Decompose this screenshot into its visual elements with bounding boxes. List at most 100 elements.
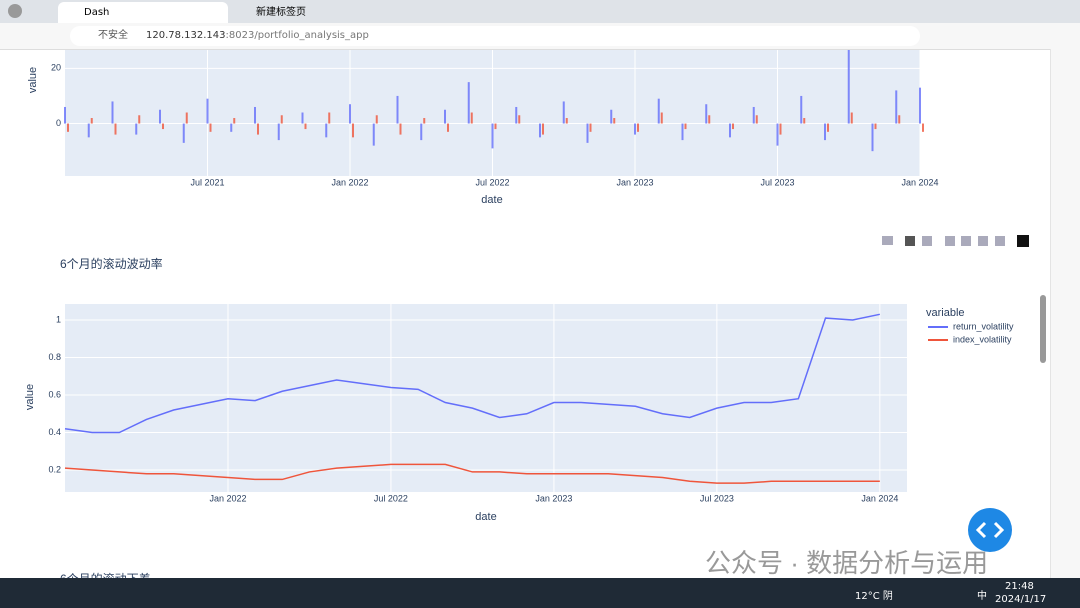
bar	[182, 123, 185, 143]
bar	[776, 123, 779, 146]
bar	[420, 123, 423, 141]
bar	[660, 112, 663, 124]
bar	[162, 123, 164, 130]
y-tick-label: 0.6	[48, 389, 61, 399]
security: 不安全	[98, 30, 128, 41]
weather: 12°C 阴	[855, 591, 893, 602]
bar	[752, 106, 755, 124]
profile[interactable]	[8, 4, 22, 18]
y-axis-label: value	[27, 67, 39, 93]
bar	[874, 123, 877, 130]
x-tick-label: Jul 2022	[475, 177, 509, 187]
bar	[301, 112, 304, 124]
x-tick-label: Jul 2023	[760, 177, 794, 187]
x-tick-label: Jan 2022	[331, 177, 368, 187]
address-bar: 不安全 120.78.132.143:8023/portfolio_analysi…	[0, 23, 1080, 50]
x-tick-label: Jan 2024	[861, 493, 898, 503]
bar	[613, 118, 616, 124]
bar	[87, 123, 90, 138]
y-tick-label: 0.2	[48, 464, 61, 474]
bar	[634, 123, 636, 135]
chart-title: 6个月的滚动波动率	[60, 256, 163, 271]
bar	[562, 101, 565, 124]
tab[interactable]: 新建标签页	[256, 7, 306, 18]
x-tick-label: Jan 2023	[535, 493, 572, 503]
bar	[610, 109, 613, 124]
bar	[185, 112, 188, 124]
bar	[637, 123, 639, 132]
bar	[800, 95, 803, 124]
modebar[interactable]	[882, 235, 1029, 247]
bar	[135, 123, 138, 135]
bar	[515, 106, 518, 124]
legend-title: variable	[926, 307, 965, 319]
watermark: 公众号 · 数据分析与运用	[705, 548, 988, 578]
bar	[491, 123, 494, 149]
bar	[895, 90, 898, 124]
bar	[90, 118, 93, 124]
bar	[470, 112, 473, 124]
ime[interactable]: 中	[977, 591, 987, 602]
nav-icon	[975, 521, 1005, 539]
bar	[325, 123, 328, 138]
bar	[589, 123, 592, 132]
bar	[447, 123, 449, 132]
taskbar: 12°C 阴 中 21:48 2024/1/17	[0, 578, 1080, 608]
x-tick-label: Jul 2021	[190, 177, 224, 187]
bar	[352, 123, 354, 138]
line	[64, 313, 880, 434]
url-field[interactable]: 不安全 120.78.132.143:8023/portfolio_analysi…	[70, 26, 920, 46]
y-axis-label: value	[24, 384, 36, 410]
x-tick-label: Jan 2024	[901, 177, 938, 187]
y-tick-label: 0	[56, 118, 61, 128]
bar	[280, 115, 283, 124]
bar	[375, 115, 378, 124]
bar	[518, 115, 521, 124]
bar	[304, 123, 307, 130]
bar	[657, 98, 660, 124]
scrollbar[interactable]	[1040, 295, 1046, 363]
bar	[111, 101, 114, 124]
legend-label: return_volatility	[953, 321, 1014, 331]
bar	[444, 109, 446, 124]
legend-label: index_volatility	[953, 334, 1012, 344]
bar	[922, 123, 924, 132]
y-tick-label: 20	[51, 63, 61, 73]
bar	[233, 118, 236, 124]
x-axis-label: date	[481, 194, 502, 206]
bar	[138, 115, 141, 124]
bar	[732, 123, 734, 130]
bar	[159, 109, 161, 124]
bar	[681, 123, 684, 141]
time: 21:48	[1005, 581, 1034, 592]
x-tick-label: Jan 2023	[616, 177, 653, 187]
bar	[328, 112, 331, 124]
y-tick-label: 0.4	[48, 427, 61, 437]
line	[64, 463, 880, 484]
bar	[586, 123, 589, 143]
bar	[729, 123, 731, 138]
bar	[755, 115, 758, 124]
bar	[372, 123, 375, 146]
bar	[539, 123, 541, 138]
bar	[847, 49, 850, 124]
bar	[708, 115, 711, 124]
nav-button[interactable]	[968, 508, 1012, 552]
bar	[209, 123, 212, 132]
bar	[67, 123, 69, 132]
bar	[399, 123, 402, 135]
bar	[824, 123, 826, 141]
bar	[684, 123, 687, 130]
bar	[803, 118, 806, 124]
bar	[423, 118, 426, 124]
x-tick-label: Jul 2023	[700, 493, 734, 503]
y-tick-label: 0.8	[48, 352, 61, 362]
bar	[542, 123, 544, 135]
bar	[206, 98, 209, 124]
url-host: 120.78.132.143	[146, 30, 226, 41]
tab[interactable]: Dash	[58, 2, 228, 23]
url-path: :8023/portfolio_analysis_app	[225, 30, 369, 41]
bar	[779, 123, 782, 135]
bar	[494, 123, 497, 130]
